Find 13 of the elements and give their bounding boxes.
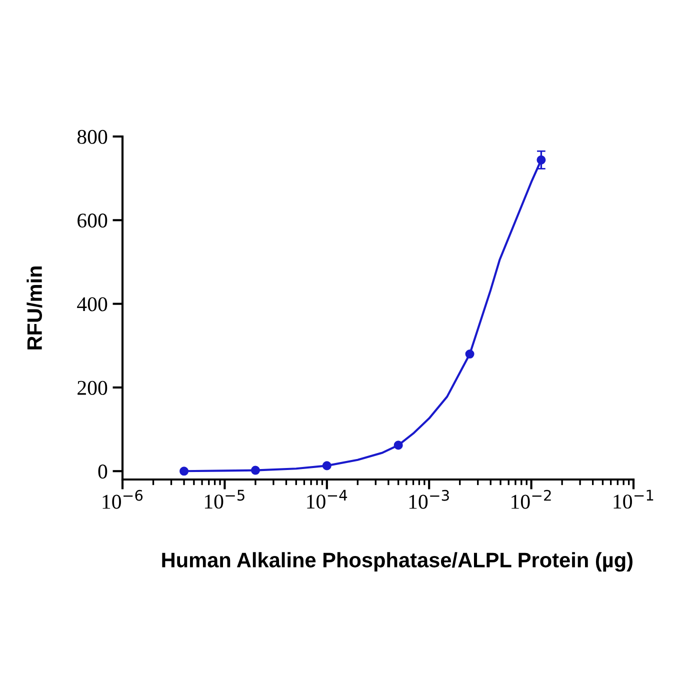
y-tick-label: 400 <box>77 297 108 312</box>
y-tick-label: 0 <box>98 464 108 479</box>
x-tick-label: 10$^{−5}$ <box>204 490 244 509</box>
x-tick-label: 10$^{−2}$ <box>512 490 551 509</box>
y-tick-label: 600 <box>78 214 108 228</box>
x-tick-label: 10$^{−3}$ <box>409 490 449 509</box>
x-tick-label: 10$^{−1}$ <box>614 490 654 509</box>
x-axis-title: Human Alkaline Phosphatase/ALPL Protein (µg) <box>162 552 632 572</box>
x-tick-label: 10$^{−6}$ <box>102 490 143 509</box>
x-tick-label: 10$^{−4}$ <box>307 490 348 509</box>
y-tick-label: 200 <box>78 380 108 395</box>
y-tick-label: 800 <box>77 130 108 144</box>
y-axis-title: RFU/min <box>26 266 42 350</box>
